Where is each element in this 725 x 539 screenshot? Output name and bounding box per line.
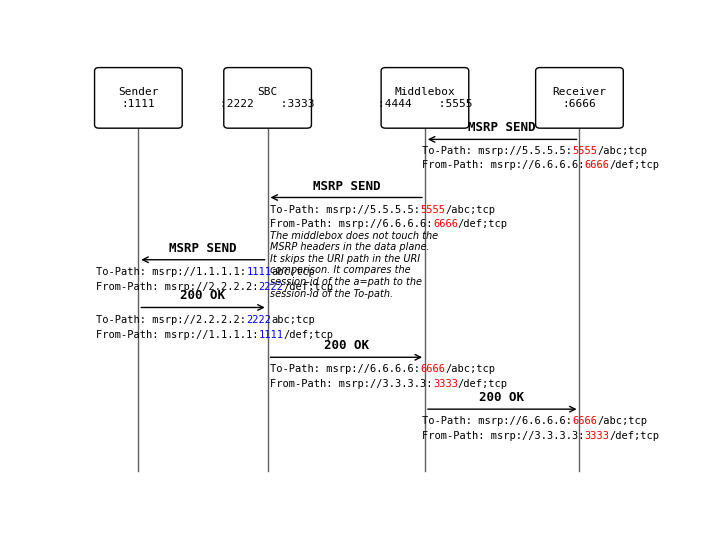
Text: SBC
:2222    :3333: SBC :2222 :3333 xyxy=(220,87,315,109)
Text: MSRP SEND: MSRP SEND xyxy=(468,121,536,134)
Text: 6666: 6666 xyxy=(572,416,597,426)
Text: 6666: 6666 xyxy=(420,364,445,374)
FancyBboxPatch shape xyxy=(94,67,182,128)
Text: The middlebox does not touch the
MSRP headers in the data plane.
It skips the UR: The middlebox does not touch the MSRP he… xyxy=(270,231,439,299)
Text: /def;tcp: /def;tcp xyxy=(283,282,334,292)
Text: 200 OK: 200 OK xyxy=(479,391,524,404)
Text: From-Path: msrp://3.3.3.3:: From-Path: msrp://3.3.3.3: xyxy=(422,431,584,441)
Text: To-Path: msrp://2.2.2.2:: To-Path: msrp://2.2.2.2: xyxy=(96,315,247,326)
Text: 6666: 6666 xyxy=(584,160,610,170)
Text: From-Path: msrp://2.2.2.2:: From-Path: msrp://2.2.2.2: xyxy=(96,282,259,292)
Text: From-Path: msrp://6.6.6.6:: From-Path: msrp://6.6.6.6: xyxy=(422,160,584,170)
Text: /def;tcp: /def;tcp xyxy=(458,219,508,229)
Text: To-Path: msrp://5.5.5.5:: To-Path: msrp://5.5.5.5: xyxy=(422,146,572,156)
Text: From-Path: msrp://3.3.3.3:: From-Path: msrp://3.3.3.3: xyxy=(270,379,433,389)
FancyBboxPatch shape xyxy=(536,67,624,128)
Text: MSRP SEND: MSRP SEND xyxy=(169,242,237,255)
Text: abc;tcp: abc;tcp xyxy=(271,267,315,277)
Text: 2222: 2222 xyxy=(259,282,283,292)
Text: 6666: 6666 xyxy=(433,219,458,229)
Text: 1111: 1111 xyxy=(247,267,271,277)
Text: 3333: 3333 xyxy=(433,379,458,389)
Text: 1111: 1111 xyxy=(259,330,283,340)
Text: MSRP SEND: MSRP SEND xyxy=(312,179,380,192)
FancyBboxPatch shape xyxy=(224,67,312,128)
Text: Sender
:1111: Sender :1111 xyxy=(118,87,159,109)
Text: From-Path: msrp://1.1.1.1:: From-Path: msrp://1.1.1.1: xyxy=(96,330,259,340)
Text: Middlebox
:4444    :5555: Middlebox :4444 :5555 xyxy=(378,87,472,109)
Text: 3333: 3333 xyxy=(584,431,610,441)
Text: To-Path: msrp://5.5.5.5:: To-Path: msrp://5.5.5.5: xyxy=(270,204,420,215)
Text: To-Path: msrp://6.6.6.6:: To-Path: msrp://6.6.6.6: xyxy=(422,416,572,426)
Text: 2222: 2222 xyxy=(247,315,271,326)
Text: /abc;tcp: /abc;tcp xyxy=(597,146,647,156)
Text: abc;tcp: abc;tcp xyxy=(271,315,315,326)
Text: 5555: 5555 xyxy=(420,204,445,215)
Text: From-Path: msrp://6.6.6.6:: From-Path: msrp://6.6.6.6: xyxy=(270,219,433,229)
Text: 200 OK: 200 OK xyxy=(324,339,369,353)
Text: /def;tcp: /def;tcp xyxy=(610,431,660,441)
Text: Receiver
:6666: Receiver :6666 xyxy=(552,87,606,109)
Text: To-Path: msrp://1.1.1.1:: To-Path: msrp://1.1.1.1: xyxy=(96,267,247,277)
Text: /def;tcp: /def;tcp xyxy=(610,160,660,170)
Text: /def;tcp: /def;tcp xyxy=(458,379,508,389)
FancyBboxPatch shape xyxy=(381,67,469,128)
Text: To-Path: msrp://6.6.6.6:: To-Path: msrp://6.6.6.6: xyxy=(270,364,420,374)
Text: 200 OK: 200 OK xyxy=(181,289,225,302)
Text: /abc;tcp: /abc;tcp xyxy=(445,204,495,215)
Text: /abc;tcp: /abc;tcp xyxy=(445,364,495,374)
Text: /def;tcp: /def;tcp xyxy=(283,330,334,340)
Text: /abc;tcp: /abc;tcp xyxy=(597,416,647,426)
Text: 5555: 5555 xyxy=(572,146,597,156)
